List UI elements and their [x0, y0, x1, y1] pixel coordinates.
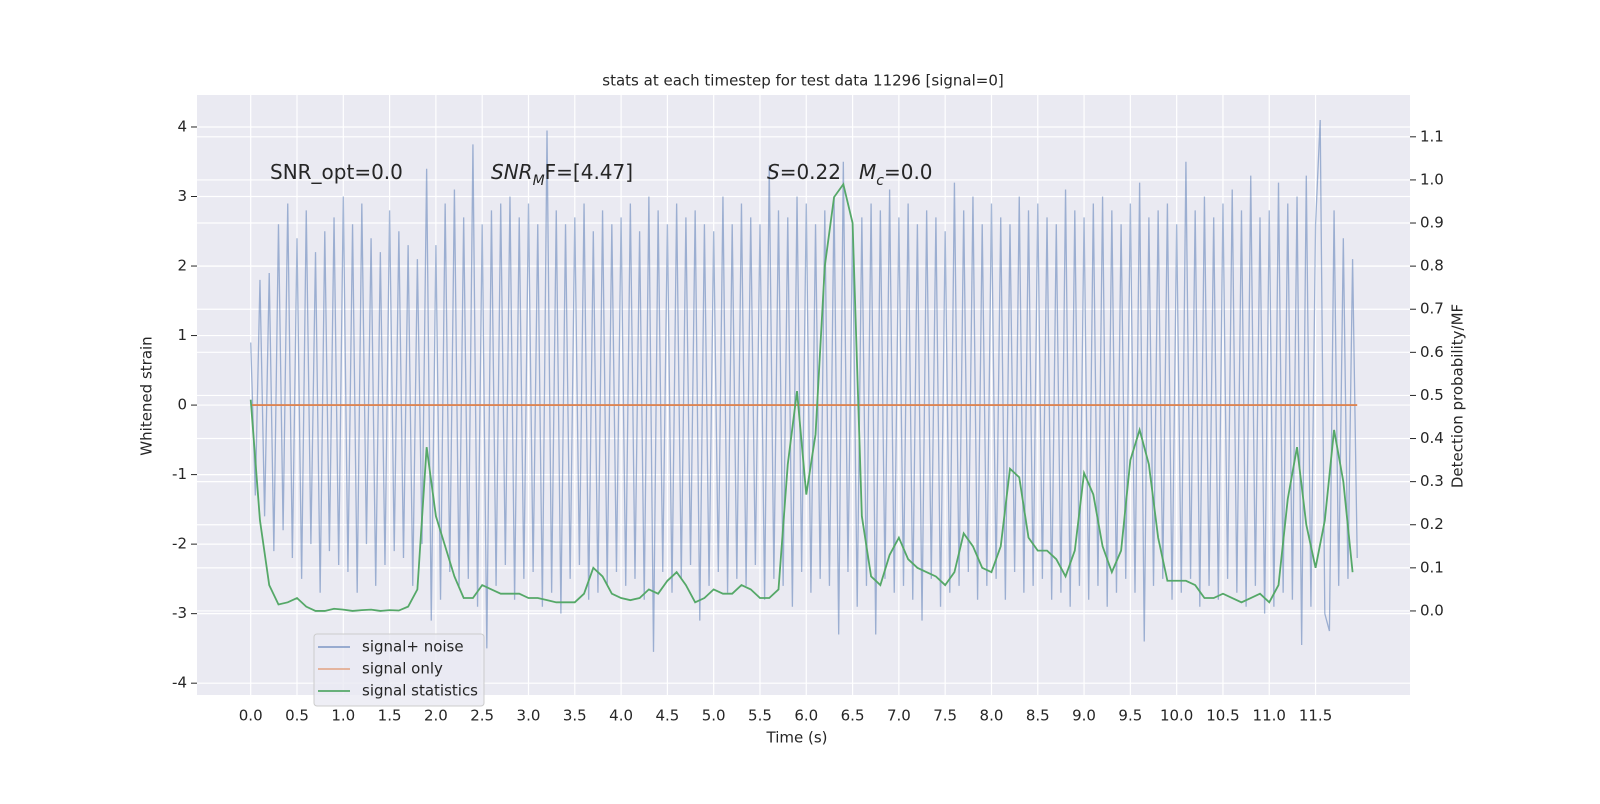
x-tick-label: 5.5: [748, 707, 772, 725]
annotation-sub: c: [876, 173, 884, 189]
y2-tick-label: 0.5: [1420, 386, 1444, 404]
legend-label: signal only: [362, 660, 443, 678]
y-tick-label: -1: [172, 465, 187, 483]
x-tick-label: 8.0: [980, 707, 1004, 725]
y-tick-label: -4: [172, 674, 187, 692]
x-tick-label: 10.5: [1206, 707, 1239, 725]
series-line: [250, 120, 1358, 652]
x-tick-label: 2.5: [470, 707, 494, 725]
y2-tick-label: 1.1: [1420, 127, 1444, 145]
x-tick-label: 7.5: [933, 707, 957, 725]
legend-box: [313, 633, 485, 707]
x-tick-label: 5.0: [702, 707, 726, 725]
legend: signal+ noise signal only signal statistic…: [313, 633, 485, 707]
y2-tick-label: 0.9: [1420, 214, 1444, 232]
labels: 0.0 0.5 1.0 1.5 2.0 2.5 3.0 3.5 4.0 4.5 5.0 5.5 6.0 6…: [172, 117, 1444, 724]
x-tick-label: 11.5: [1299, 707, 1332, 725]
legend-label: signal statistics: [362, 682, 478, 700]
chart-title: stats at each timestep for test data 112…: [602, 72, 1003, 90]
x-tick-label: 2.0: [424, 707, 448, 725]
series-line: [249, 182, 1354, 612]
annotation: SNR_opt=0.0: [270, 160, 403, 184]
x-tick-label: 8.5: [1026, 707, 1050, 725]
annotation-base: S: [767, 160, 780, 184]
annotation: SNRMF=[4.47]: [491, 160, 633, 190]
y2-tick-label: 0.6: [1420, 343, 1444, 361]
y-tick-label: 4: [177, 117, 187, 135]
annotation-text: SNR_opt=0.0: [270, 160, 403, 184]
x-tick-label: 4.0: [609, 707, 633, 725]
x-tick-label: 4.5: [655, 707, 679, 725]
y-tick-label: -2: [172, 535, 187, 553]
y2-tick-label: 1.0: [1420, 170, 1444, 188]
y2-tick-label: 0.3: [1420, 472, 1444, 490]
x-tick-label: 1.0: [331, 707, 355, 725]
annotation: Mc=0.0: [859, 160, 933, 190]
legend-label: signal+ noise: [362, 638, 464, 656]
annotation-tail: =0.0: [884, 160, 933, 184]
y-axis-label: Whitened strain: [138, 336, 156, 455]
y-tick-label: -3: [172, 604, 187, 622]
y2-tick-label: 0.7: [1420, 300, 1444, 318]
x-tick-label: 1.5: [378, 707, 402, 725]
x-tick-label: 0.0: [239, 707, 263, 725]
x-tick-label: 0.5: [285, 707, 309, 725]
y-tick-label: 0: [177, 396, 187, 414]
x-tick-label: 11.0: [1253, 707, 1286, 725]
x-tick-label: 10.0: [1160, 707, 1193, 725]
x-axis-label: Time (s): [766, 729, 828, 747]
y2-tick-label: 0.4: [1420, 429, 1444, 447]
x-tick-label: 9.5: [1118, 707, 1142, 725]
annotation-base: M: [859, 160, 876, 184]
x-tick-label: 3.0: [517, 707, 541, 725]
y2-tick-label: 0.8: [1420, 257, 1444, 275]
y2-tick-label: 0.2: [1420, 515, 1444, 533]
y2-tick-label: 0.1: [1420, 558, 1444, 576]
marks: [249, 120, 1358, 652]
x-tick-label: 6.0: [794, 707, 818, 725]
y2-axis-label: Detection probability/MF: [1449, 304, 1467, 488]
y-tick-label: 2: [177, 257, 187, 275]
annotation-tail: =0.22: [780, 160, 841, 184]
annotation-tail: F=[4.47]: [545, 160, 633, 184]
x-tick-label: 7.0: [887, 707, 911, 725]
x-tick-label: 6.5: [841, 707, 865, 725]
annotation: S=0.22: [767, 160, 841, 184]
x-tick-label: 3.5: [563, 707, 587, 725]
y2-tick-label: 0.0: [1420, 601, 1444, 619]
y-tick-label: 1: [177, 326, 187, 344]
y-tick-label: 3: [177, 187, 187, 205]
annotation-base: SNR: [491, 160, 533, 184]
annotation-sub: M: [533, 173, 545, 189]
x-tick-label: 9.0: [1072, 707, 1096, 725]
